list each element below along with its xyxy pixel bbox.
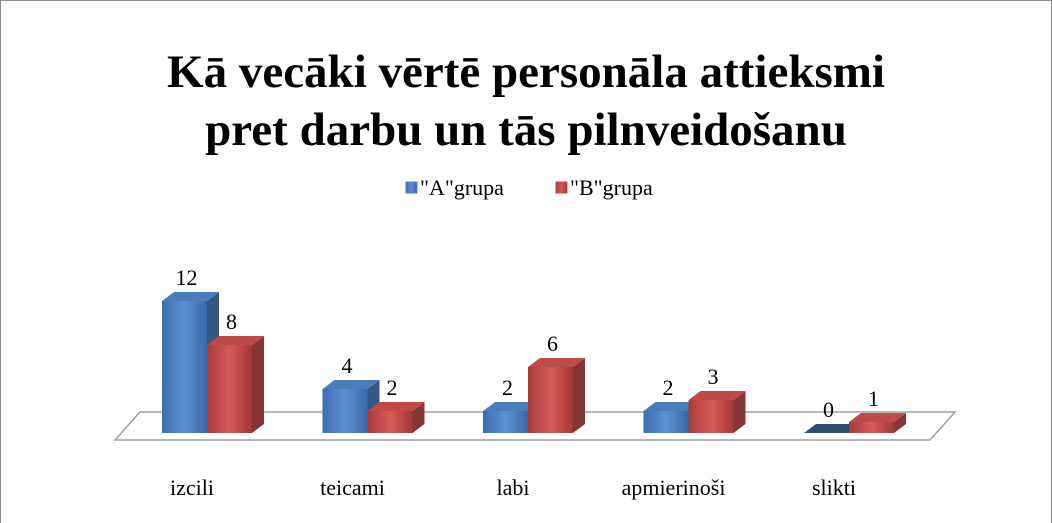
bar-top bbox=[804, 424, 861, 433]
bar-top bbox=[688, 391, 746, 400]
bar-side bbox=[412, 402, 425, 433]
legend-label: "A"grupa bbox=[420, 175, 504, 200]
bar-top bbox=[367, 402, 425, 411]
data-label: 2 bbox=[502, 375, 513, 400]
bar bbox=[688, 391, 746, 433]
data-label: 2 bbox=[663, 375, 674, 400]
bar bbox=[804, 424, 861, 433]
legend-label: "B"grupa bbox=[570, 175, 653, 200]
bar-front bbox=[849, 422, 894, 433]
bar bbox=[207, 336, 264, 433]
data-label: 3 bbox=[708, 364, 719, 389]
bar-front bbox=[528, 367, 573, 433]
bar-top bbox=[207, 336, 264, 345]
legend-swatch bbox=[405, 181, 418, 194]
x-tick-label: apmierinoši bbox=[622, 475, 726, 500]
data-label: 8 bbox=[226, 309, 237, 334]
bar-top bbox=[483, 402, 540, 411]
x-tick-label: slikti bbox=[812, 475, 856, 500]
bar bbox=[849, 413, 906, 433]
chart-title: pret darbu un tās pilnveidošanu bbox=[205, 104, 847, 156]
bar bbox=[528, 358, 585, 433]
bar-side bbox=[894, 413, 906, 433]
x-tick-label: izcili bbox=[170, 475, 214, 500]
data-label: 0 bbox=[823, 397, 834, 422]
bar-front bbox=[688, 400, 734, 433]
data-label: 12 bbox=[176, 265, 198, 290]
bar-side bbox=[733, 391, 746, 433]
bar-top bbox=[643, 402, 701, 411]
data-label: 2 bbox=[387, 375, 398, 400]
x-tick-label: labi bbox=[497, 475, 530, 500]
bar-top bbox=[849, 413, 906, 422]
data-label: 4 bbox=[342, 353, 353, 378]
bar-side bbox=[573, 358, 585, 433]
bar-front bbox=[643, 411, 689, 433]
bar-front bbox=[207, 345, 252, 433]
bar-top bbox=[162, 292, 219, 301]
bar-top bbox=[322, 380, 380, 389]
bar-top bbox=[528, 358, 585, 367]
bar-side bbox=[252, 336, 264, 433]
x-tick-label: teicami bbox=[320, 475, 385, 500]
data-label: 6 bbox=[547, 331, 558, 356]
legend-swatch bbox=[555, 181, 568, 194]
chart-title: Kā vecāki vērtē personāla attieksmi bbox=[167, 46, 885, 98]
bar-front bbox=[367, 411, 413, 433]
data-label: 1 bbox=[868, 386, 879, 411]
bar-front bbox=[162, 301, 207, 433]
bar-front bbox=[322, 389, 368, 433]
bar-front bbox=[483, 411, 528, 433]
bar bbox=[367, 402, 425, 433]
